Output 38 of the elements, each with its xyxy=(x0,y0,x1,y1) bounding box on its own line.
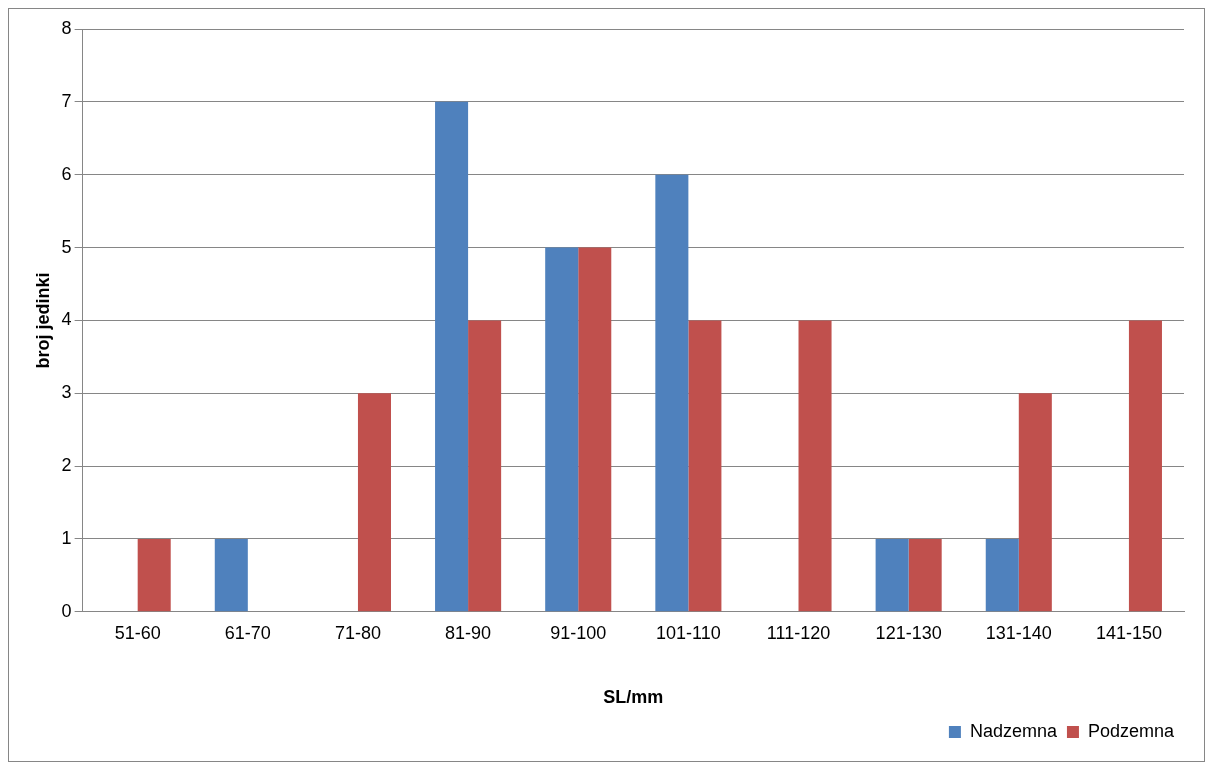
bar xyxy=(1018,393,1052,612)
legend-label: Podzemna xyxy=(1087,720,1175,741)
y-tick-label: 0 xyxy=(61,600,72,621)
x-tick-label: 91-100 xyxy=(550,622,607,643)
bar xyxy=(875,538,909,612)
y-tick-label: 2 xyxy=(61,455,72,476)
bar xyxy=(798,320,832,612)
x-tick-label: 131-140 xyxy=(985,622,1052,643)
bar xyxy=(468,320,502,612)
x-tick-label: 141-150 xyxy=(1095,622,1162,643)
bar xyxy=(435,101,469,612)
y-tick-label: 4 xyxy=(61,309,72,330)
x-tick-label: 101-110 xyxy=(656,622,721,643)
y-axis-title: broj jedinki xyxy=(32,272,53,369)
x-tick-label: 81-90 xyxy=(445,622,492,643)
y-tick-label: 1 xyxy=(61,527,72,548)
y-tick-label: 3 xyxy=(61,382,72,403)
bar xyxy=(655,174,689,612)
bar xyxy=(545,247,579,612)
y-tick-label: 6 xyxy=(61,163,72,184)
bar xyxy=(137,538,171,612)
bar xyxy=(578,247,612,612)
x-axis-title: SL/mm xyxy=(603,687,664,708)
legend-label: Nadzemna xyxy=(969,720,1058,741)
x-tick-label: 61-70 xyxy=(224,622,271,643)
y-tick-label: 8 xyxy=(61,17,72,38)
x-tick-label: 51-60 xyxy=(114,622,161,643)
x-tick-label: 71-80 xyxy=(334,622,381,643)
bar xyxy=(357,393,391,612)
bar xyxy=(688,320,722,612)
y-tick-label: 5 xyxy=(61,236,72,257)
bar xyxy=(1128,320,1162,612)
bar xyxy=(908,538,942,612)
x-tick-label: 111-120 xyxy=(766,622,831,643)
y-tick-label: 7 xyxy=(61,90,72,111)
bar xyxy=(214,538,248,612)
bar xyxy=(985,538,1019,612)
x-tick-label: 121-130 xyxy=(875,622,942,643)
